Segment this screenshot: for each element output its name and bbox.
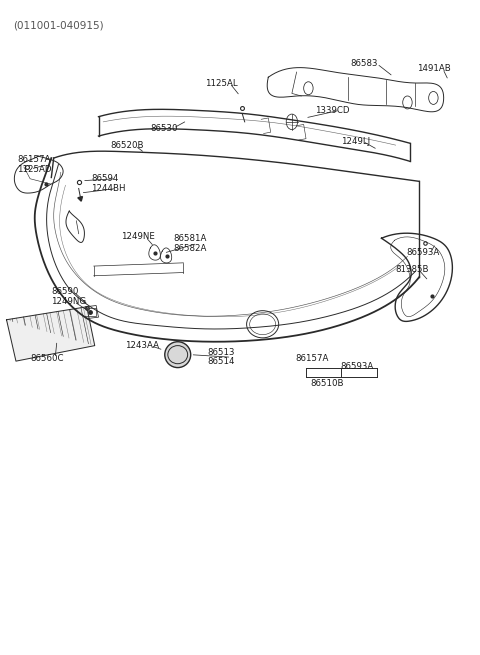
Text: 86513: 86513 — [207, 348, 235, 356]
Text: 86590: 86590 — [51, 288, 79, 297]
Text: 86582A: 86582A — [173, 244, 206, 253]
Text: 86157A: 86157A — [296, 354, 329, 363]
Text: 86594: 86594 — [91, 174, 119, 183]
Text: 1249NE: 1249NE — [121, 233, 155, 242]
Text: 1491AB: 1491AB — [417, 64, 451, 73]
Text: 1339CD: 1339CD — [315, 105, 350, 115]
Text: 1244BH: 1244BH — [91, 184, 126, 193]
Text: 86583: 86583 — [351, 59, 378, 68]
Ellipse shape — [165, 342, 191, 367]
Text: (011001-040915): (011001-040915) — [13, 20, 104, 30]
Text: 1249NG: 1249NG — [51, 297, 86, 306]
Text: 81385B: 81385B — [396, 265, 429, 274]
Text: 86560C: 86560C — [30, 354, 64, 363]
Text: 86593A: 86593A — [340, 362, 373, 371]
Text: 86510B: 86510B — [311, 379, 344, 388]
Text: 1125AL: 1125AL — [204, 79, 237, 88]
Text: 86520B: 86520B — [110, 141, 144, 150]
Polygon shape — [7, 307, 95, 361]
Text: 1125AD: 1125AD — [17, 164, 52, 174]
Text: 86593A: 86593A — [406, 248, 439, 257]
Text: 1243AA: 1243AA — [125, 341, 159, 350]
Text: 86157A: 86157A — [17, 155, 51, 164]
Text: 1249LJ: 1249LJ — [341, 137, 371, 146]
Text: 86581A: 86581A — [173, 234, 206, 243]
Text: 86530: 86530 — [150, 124, 178, 133]
Text: 86514: 86514 — [207, 357, 235, 366]
